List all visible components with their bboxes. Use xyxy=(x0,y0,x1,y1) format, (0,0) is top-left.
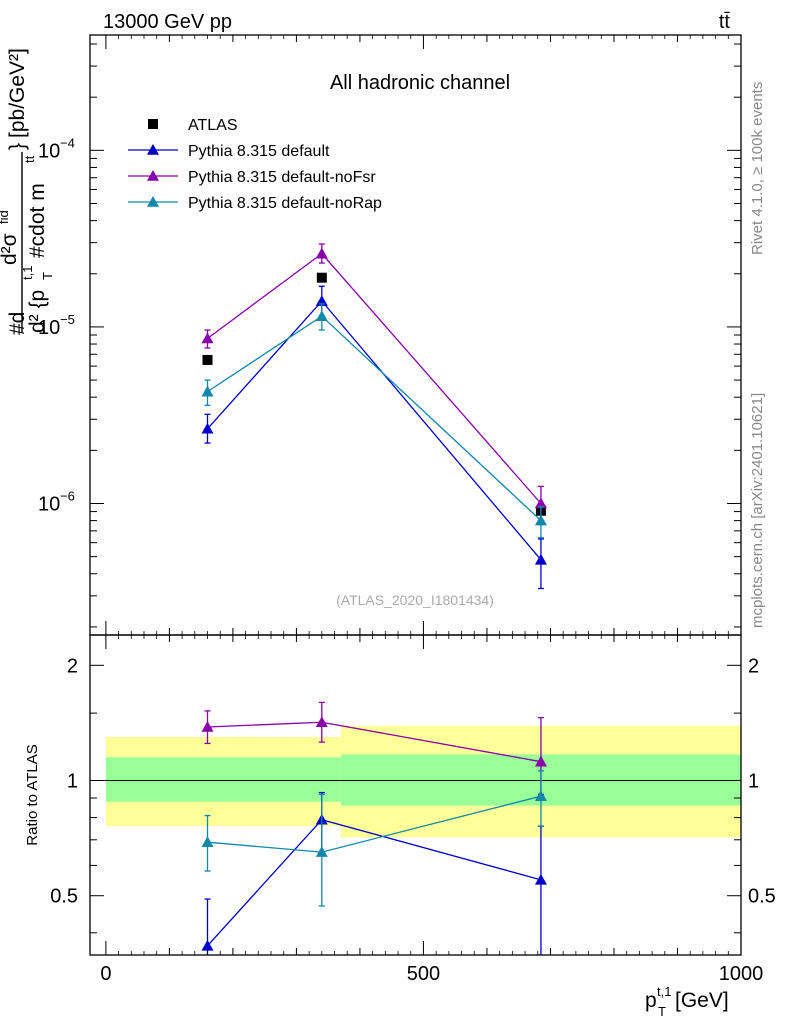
ylabel-denominator-sup: t,1 xyxy=(20,266,35,280)
legend-label: Pythia 8.315 default-noFsr xyxy=(188,169,376,186)
x-tick-label: 500 xyxy=(407,963,440,985)
ylabel-numerator-prefix: #d xyxy=(6,312,29,335)
rivet-note: Rivet 4.1.0, ≥ 100k events xyxy=(749,82,766,255)
ratio-point xyxy=(534,755,547,767)
mcplots-note: mcplots.cern.ch [arXiv:2401.10621] xyxy=(749,393,766,628)
ratio-point xyxy=(315,716,328,728)
main-panel xyxy=(201,243,547,590)
ylabel-denominator: d² {p xyxy=(26,290,49,333)
ratio-ylabel: Ratio to ATLAS xyxy=(24,744,41,845)
legend-label: ATLAS xyxy=(188,117,238,134)
xlabel-units: [GeV] xyxy=(675,989,729,1012)
xlabel-base: p xyxy=(645,989,657,1012)
main-series-layer xyxy=(201,243,547,590)
ylabel-numerator-sup: fid xyxy=(0,210,11,224)
process-label: tt̄ xyxy=(719,11,731,33)
xlabel-sub: T xyxy=(658,1004,666,1019)
ylabel-numerator: d²σ xyxy=(0,233,21,265)
ratio-point xyxy=(315,846,328,857)
legend: ATLAS Pythia 8.315 default Pythia 8.315 de… xyxy=(128,117,382,212)
series-line xyxy=(207,300,542,561)
main-y-tick-label: 10 xyxy=(38,317,60,339)
legend-marker xyxy=(148,119,158,129)
ratio-point xyxy=(201,720,214,732)
data-point xyxy=(201,422,214,434)
legend-marker xyxy=(147,144,159,155)
x-tick-label: 1000 xyxy=(719,963,764,985)
main-y-tick-exp: −6 xyxy=(60,488,75,503)
ylabel-close-brace: } xyxy=(6,143,29,150)
data-point xyxy=(315,295,328,306)
series-3 xyxy=(201,303,547,539)
main-y-tick-label: 10 xyxy=(38,493,60,515)
legend-marker xyxy=(147,196,159,207)
data-point xyxy=(315,247,328,259)
ratio-point xyxy=(534,790,547,801)
ratio-y-tick-label-right: 1 xyxy=(748,771,759,793)
ratio-point xyxy=(201,939,214,951)
ratio-bands xyxy=(90,725,741,838)
ratio-y-tick-label: 2 xyxy=(67,655,78,677)
ratio-frame xyxy=(89,634,742,956)
chart-title: All hadronic channel xyxy=(330,72,510,94)
ratio-point xyxy=(201,836,214,847)
series-line xyxy=(207,315,542,522)
data-point xyxy=(534,553,547,565)
xlabel: p T t,1 [GeV] xyxy=(645,984,729,1019)
energy-label: 13000 GeV pp xyxy=(103,11,232,33)
data-point xyxy=(315,310,328,322)
series-0 xyxy=(202,272,546,516)
ratio-series-layer xyxy=(201,701,547,955)
main-y-tick-exp: −5 xyxy=(60,312,75,327)
data-point xyxy=(534,514,547,526)
x-tick-label: 0 xyxy=(100,963,111,985)
main-ticks: 10−610−510−4 xyxy=(38,35,742,635)
data-point xyxy=(201,385,214,397)
analysis-watermark: (ATLAS_2020_I1801434) xyxy=(336,592,494,608)
legend-label: Pythia 8.315 default xyxy=(188,143,330,160)
ylabel-denominator-tail-sup: tt xyxy=(22,155,37,163)
main-y-tick-label: 10 xyxy=(38,140,60,162)
series-line xyxy=(207,252,542,504)
ylabel-denominator-sub: T xyxy=(40,272,55,280)
ratio-y-tick-label: 0.5 xyxy=(50,886,78,908)
ylabel-denominator-tail: #cdot m xyxy=(26,183,49,258)
data-point xyxy=(202,354,213,365)
main-ylabel: #d d²σ fid d² {p T t,1 #cdot m tt } [pb/… xyxy=(0,48,55,335)
ratio-ticks: 0.5 0.5 1 1 2 2 0 500 1000 xyxy=(50,635,776,985)
series-2 xyxy=(201,243,547,522)
main-y-tick-exp: −4 xyxy=(60,135,75,150)
data-point xyxy=(534,497,547,509)
series-1 xyxy=(201,285,547,590)
ratio-y-tick-label-right: 0.5 xyxy=(748,886,776,908)
ratio-y-tick-label: 1 xyxy=(67,771,78,793)
ratio-band-green xyxy=(105,757,341,802)
legend-marker xyxy=(147,170,159,181)
ratio-point xyxy=(534,873,547,885)
ratio-series-2 xyxy=(201,770,547,907)
ratio-y-tick-label-right: 2 xyxy=(748,655,759,677)
xlabel-sup: t,1 xyxy=(657,984,671,999)
data-point xyxy=(316,272,327,283)
data-point xyxy=(201,332,214,344)
ylabel-units: [pb/GeV²] xyxy=(6,48,29,138)
legend-label: Pythia 8.315 default-noRap xyxy=(188,195,382,212)
